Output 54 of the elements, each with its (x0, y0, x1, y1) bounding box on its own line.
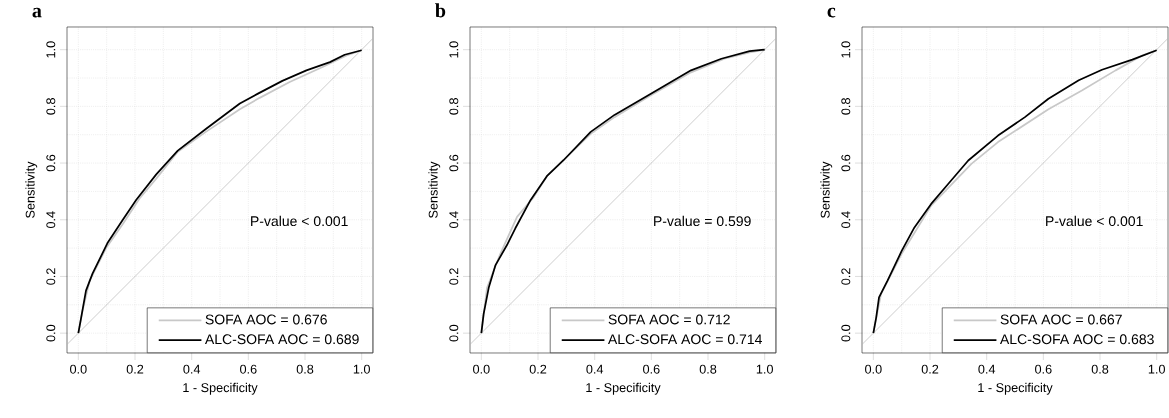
x-tick-label: 0.2 (921, 364, 939, 374)
y-tick-label: 0.8 (449, 98, 459, 115)
chart-title: c (827, 7, 836, 18)
chart-title: a (32, 7, 42, 18)
legend-label: ALC-SOFA AOC = 0.683 (999, 334, 1154, 345)
x-tick-label: 0.0 (70, 364, 87, 374)
x-tick-label: 0.8 (296, 364, 314, 374)
x-tick-label: 0.8 (699, 364, 717, 374)
x-tick-label: 0.6 (240, 364, 257, 374)
annotation: P-value < 0.001 (1046, 215, 1143, 227)
x-tick-label: 0.0 (865, 364, 882, 374)
y-tick-label: 1.0 (841, 41, 851, 58)
x-axis-title: 1 - Specificity (978, 382, 1053, 395)
x-tick-label: 0.4 (978, 364, 996, 374)
x-tick-label: 0.6 (643, 364, 660, 374)
y-tick-label: 1.0 (46, 41, 56, 58)
annotation: P-value < 0.001 (251, 215, 348, 227)
x-tick-label: 1.0 (353, 364, 370, 374)
x-tick-label: 0.6 (1035, 364, 1052, 374)
x-axis-title: 1 - Specificity (183, 382, 258, 395)
y-tick-label: 0.0 (841, 324, 851, 342)
y-tick-label: 0.6 (841, 154, 851, 172)
y-tick-label: 0.2 (449, 268, 459, 285)
y-tick-label: 0.2 (46, 268, 56, 285)
y-tick-label: 0.6 (46, 154, 56, 172)
y-tick-label: 1.0 (449, 41, 459, 58)
y-tick-label: 0.0 (46, 324, 56, 342)
legend-label: ALC-SOFA AOC = 0.714 (607, 334, 762, 345)
annotation: P-value = 0.599 (654, 215, 751, 227)
y-tick-label: 0.0 (449, 324, 459, 342)
y-tick-label: 0.8 (841, 98, 851, 115)
x-tick-label: 0.2 (126, 364, 144, 374)
legend-label: SOFA AOC = 0.676 (205, 314, 327, 325)
x-tick-label: 1.0 (1148, 364, 1165, 374)
y-axis-title: Sensitivity (820, 161, 833, 218)
x-axis-title: 1 - Specificity (586, 382, 661, 395)
y-tick-label: 0.6 (449, 154, 459, 172)
y-tick-label: 0.8 (46, 98, 56, 115)
y-tick-label: 0.4 (46, 211, 56, 229)
x-tick-label: 0.4 (183, 364, 201, 374)
y-axis-title: Sensitivity (428, 161, 441, 218)
y-axis-title: Sensitivity (25, 161, 38, 218)
chart-title: b (435, 3, 446, 18)
legend-label: SOFA AOC = 0.712 (608, 314, 730, 325)
y-tick-label: 0.4 (841, 211, 851, 229)
x-tick-label: 0.8 (1091, 364, 1109, 374)
legend-label: ALC-SOFA AOC = 0.689 (204, 334, 359, 345)
x-tick-label: 0.2 (529, 364, 547, 374)
x-tick-label: 0.0 (473, 364, 490, 374)
y-tick-label: 0.2 (841, 268, 851, 285)
legend-label: SOFA AOC = 0.667 (1000, 314, 1122, 325)
y-tick-label: 0.4 (449, 211, 459, 229)
x-tick-label: 0.4 (586, 364, 604, 374)
x-tick-label: 1.0 (756, 364, 773, 374)
